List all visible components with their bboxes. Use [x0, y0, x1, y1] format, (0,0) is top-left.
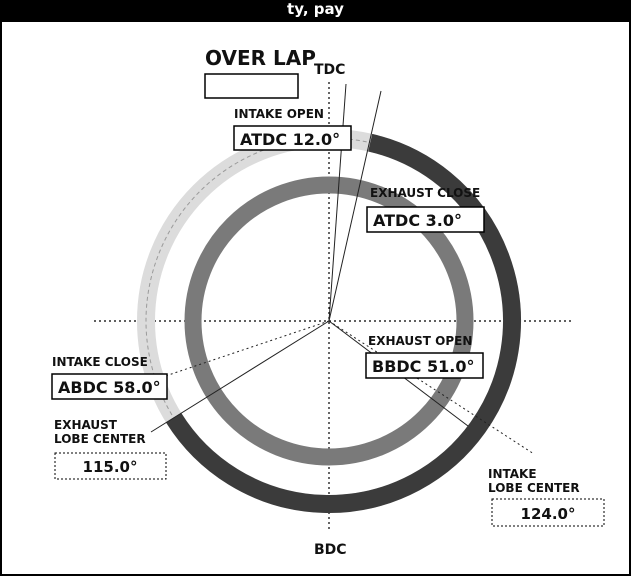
exhaust-open-value-box	[365, 352, 484, 379]
exhaust-lobe-center-value: 115.0°	[83, 458, 138, 476]
exhaust-open-label: EXHAUST OPEN	[368, 334, 472, 348]
overlap-label: OVER LAP	[205, 46, 316, 70]
exhaust-open-value: BBDC 51.0°	[372, 357, 474, 376]
intake-duration-arc	[166, 133, 521, 513]
intake-close-value: ABDC 58.0°	[58, 378, 161, 397]
title-text: ty, pay	[287, 2, 344, 18]
intake-lobe-center-value: 124.0°	[521, 505, 576, 523]
intake-open-value-box	[233, 125, 352, 151]
tdc-offset-line	[328, 83, 347, 322]
exhaust-close-value-box	[366, 206, 485, 233]
intake-lobe-center-label-1: INTAKE	[488, 467, 537, 481]
exhaust-lobe-center-label-2: LOBE CENTER	[54, 432, 146, 446]
exhaust-duration-ring	[184, 176, 474, 466]
intake-close-value-box	[51, 373, 168, 400]
intake-close-line	[150, 320, 330, 433]
intake-lobe-line	[328, 320, 535, 455]
intake-lobe-center-value-box	[491, 498, 605, 527]
exhaust-close-value: ATDC 3.0°	[373, 211, 462, 230]
intake-open-value: ATDC 12.0°	[240, 130, 340, 149]
intake-close-label: INTAKE CLOSE	[52, 355, 148, 369]
overlap-value-box	[204, 73, 299, 99]
bdc-label: BDC	[314, 542, 347, 558]
exhaust-close-label: EXHAUST CLOSE	[370, 186, 480, 200]
intake-open-label: INTAKE OPEN	[234, 107, 324, 121]
tdc-label: TDC	[314, 62, 345, 78]
title-bar: ty, pay	[2, 2, 629, 22]
exhaust-lobe-center-value-box	[54, 452, 167, 480]
intake-lobe-center-label-2: LOBE CENTER	[488, 481, 580, 495]
exhaust-lobe-center-label-1: EXHAUST	[54, 418, 118, 432]
intake-open-line	[328, 90, 382, 322]
